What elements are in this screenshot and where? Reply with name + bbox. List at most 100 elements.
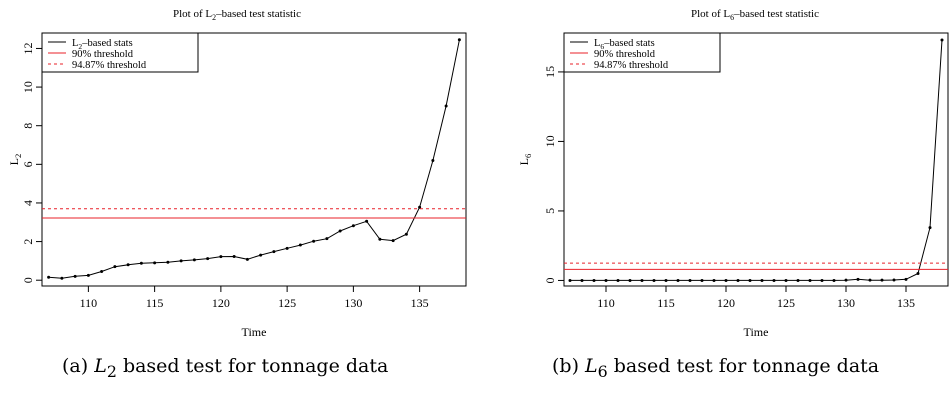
stat-data-point [568, 278, 572, 282]
stat-data-point [904, 277, 908, 281]
stat-data-point [832, 278, 836, 282]
stat-data-point [219, 255, 223, 259]
stat-data-point [325, 237, 329, 241]
stat-data-point [153, 261, 157, 265]
stat-data-point [259, 253, 263, 257]
stat-data-point [580, 278, 584, 282]
y-tick-label: 10 [21, 81, 35, 93]
y-tick-label: 5 [543, 208, 557, 214]
x-axis-label: Time [242, 325, 267, 339]
stat-data-point [796, 278, 800, 282]
stat-data-point [60, 276, 64, 280]
stat-series-line [570, 39, 943, 281]
legend-entry: 94.87% threshold [594, 60, 669, 71]
legend-entry: 94.87% threshold [72, 60, 147, 71]
caption-a: (a) L2 based test for tonnage data [62, 355, 389, 381]
stat-data-point [844, 278, 848, 282]
stat-data-point [616, 278, 620, 282]
x-tick-label: 110 [597, 296, 615, 310]
stat-data-point [604, 278, 608, 282]
stat-data-point [285, 246, 289, 250]
y-tick-label: 6 [21, 161, 35, 167]
stat-data-point [940, 38, 944, 42]
stat-data-point [712, 278, 716, 282]
stat-data-point [418, 205, 422, 209]
stat-data-point [868, 278, 872, 282]
stat-data-point [404, 232, 408, 236]
stat-data-point [748, 278, 752, 282]
y-tick-label: 8 [21, 123, 35, 129]
stat-data-point [378, 237, 382, 241]
stat-data-point [179, 259, 183, 263]
y-tick-label: 4 [21, 200, 35, 206]
legend-entry: 90% threshold [594, 49, 656, 60]
stat-data-point [232, 254, 236, 258]
stat-data-point [312, 239, 316, 243]
stat-data-point [856, 277, 860, 281]
stat-data-point [365, 219, 369, 223]
legend-entry: 90% threshold [72, 49, 134, 60]
x-tick-label: 130 [837, 296, 855, 310]
y-tick-label: 15 [543, 66, 557, 78]
legend-entry: L2–based stats [72, 38, 133, 51]
legend-box [41, 32, 199, 73]
stat-data-point [86, 273, 90, 277]
stat-data-point [351, 224, 355, 228]
x-axis-label: Time [744, 325, 769, 339]
stat-data-point [338, 229, 342, 233]
stat-data-point [206, 257, 210, 261]
x-tick-label: 115 [146, 296, 164, 310]
x-tick-label: 135 [411, 296, 429, 310]
caption-b: (b) L6 based test for tonnage data [552, 355, 880, 381]
x-tick-label: 125 [777, 296, 795, 310]
stat-data-point [736, 278, 740, 282]
stat-data-point [431, 158, 435, 162]
stat-data-point [391, 239, 395, 243]
stat-data-point [760, 278, 764, 282]
stat-data-point [298, 243, 302, 247]
stat-data-point [772, 278, 776, 282]
y-axis-label: L6 [517, 153, 533, 165]
stat-data-point [784, 278, 788, 282]
x-tick-label: 120 [717, 296, 735, 310]
y-tick-label: 12 [21, 42, 35, 54]
x-tick-label: 135 [897, 296, 915, 310]
stat-data-point [113, 265, 117, 269]
stat-data-point [166, 260, 170, 264]
stat-data-point [47, 275, 51, 279]
stat-data-point [664, 278, 668, 282]
stat-data-point [688, 278, 692, 282]
stat-data-point [73, 274, 77, 278]
stat-data-point [272, 250, 276, 254]
x-tick-label: 130 [344, 296, 362, 310]
y-tick-label: 10 [543, 135, 557, 147]
stat-data-point [676, 278, 680, 282]
stat-data-point [880, 278, 884, 282]
stat-data-point [126, 263, 130, 267]
stat-data-point [592, 278, 596, 282]
x-tick-label: 125 [278, 296, 296, 310]
stat-data-point [139, 261, 143, 265]
plot-frame [41, 32, 467, 287]
stat-data-point [724, 278, 728, 282]
stat-data-point [652, 278, 656, 282]
stat-series-line [48, 39, 460, 279]
stat-data-point [928, 226, 932, 230]
stat-data-point [640, 278, 644, 282]
stat-data-point [245, 257, 249, 261]
legend-box [563, 32, 721, 73]
stat-data-point [916, 271, 920, 275]
stat-data-point [100, 270, 104, 274]
y-tick-label: 0 [543, 277, 557, 283]
stat-data-point [192, 258, 196, 262]
plot-frame [563, 32, 949, 287]
stat-data-point [700, 278, 704, 282]
x-tick-label: 115 [657, 296, 675, 310]
stat-data-point [628, 278, 632, 282]
chart-title: Plot of L2–based test statistic [173, 8, 301, 22]
stat-data-point [457, 38, 461, 42]
y-tick-label: 2 [21, 239, 35, 245]
chart-title: Plot of L6–based test statistic [691, 8, 819, 22]
